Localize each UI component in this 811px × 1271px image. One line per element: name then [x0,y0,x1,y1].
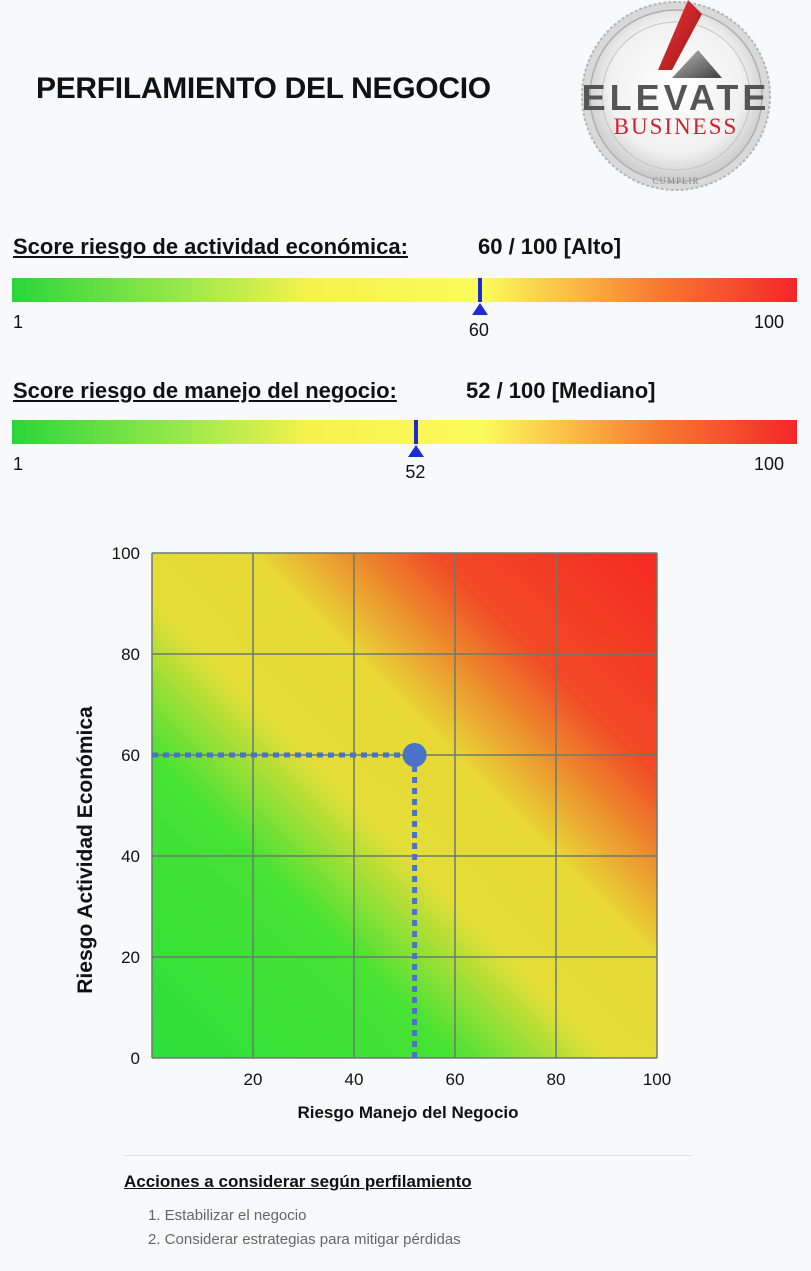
y-tick-label: 0 [131,1049,140,1068]
logo-line1: ELEVATE [582,77,771,118]
score-marker-label: 60 [468,320,489,340]
y-tick-label: 100 [112,544,140,563]
divider [124,1155,692,1156]
score-value-actividad: 60 / 100 [Alto] [478,234,622,259]
y-tick-label: 60 [121,746,140,765]
score-min-label: 1 [13,312,24,332]
chart-xlabel: Riesgo Manejo del Negocio [297,1103,518,1122]
y-tick-label: 20 [121,948,140,967]
list-item: 1. Estabilizar el negocio [148,1207,307,1224]
risk-matrix-chart: 20 40 60 80 100 0 20 40 60 80 100 Riesgo Manejo de… [74,544,671,1122]
score-marker-manejo [414,420,419,444]
score-marker-label: 52 [405,462,426,482]
page-title: PERFILAMIENTO DEL NEGOCIO [36,72,491,105]
score-marker-triangle-icon [408,445,425,457]
y-tick-label: 80 [121,645,140,664]
list-item: 2. Considerar estrategias para mitigar p… [148,1231,461,1248]
score-max-label: 100 [754,454,785,474]
logo-line2: BUSINESS [614,114,739,139]
score-min-label: 1 [13,454,24,474]
data-point [402,743,427,767]
chart-plot-area [152,553,657,1058]
score-marker-triangle-icon [471,303,488,315]
y-tick-label: 40 [121,847,140,866]
x-tick-label: 80 [547,1070,566,1089]
elevate-business-logo: ELEVATE BUSINESS CUMPLIR [581,0,771,191]
score-value-manejo: 52 / 100 [Mediano] [466,378,656,403]
score-max-label: 100 [754,312,785,332]
actions-title: Acciones a considerar según perfilamient… [124,1172,472,1191]
logo-line3: CUMPLIR [652,176,699,186]
actions-list: 1. Estabilizar el negocio 2. Considerar … [148,1206,461,1254]
score-marker-actividad [477,278,482,302]
x-tick-label: 100 [643,1070,671,1089]
score-label-actividad: Score riesgo de actividad económica: [13,234,408,259]
x-tick-label: 40 [345,1070,364,1089]
chart-ylabel: Riesgo Actividad Económica [74,706,97,994]
x-tick-label: 20 [244,1070,263,1089]
x-tick-label: 60 [446,1070,465,1089]
score-bar-manejo [12,420,797,444]
score-bar-actividad [12,278,797,302]
score-label-manejo: Score riesgo de manejo del negocio: [13,378,397,403]
